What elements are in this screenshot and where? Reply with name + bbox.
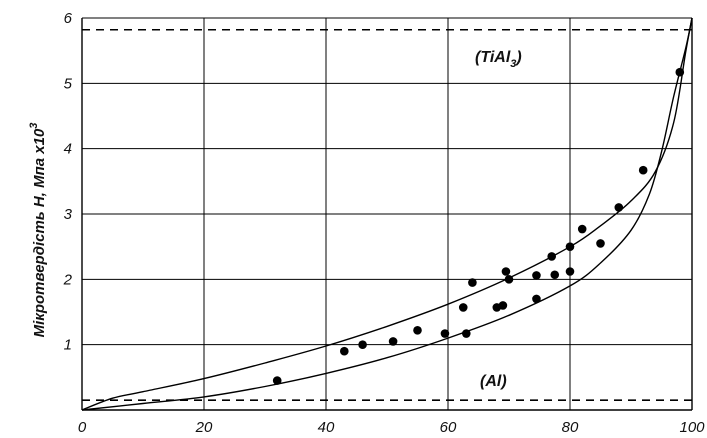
data-point <box>468 278 477 287</box>
y-tick-label: 6 <box>64 10 73 27</box>
data-point <box>638 165 648 175</box>
data-point <box>565 267 575 276</box>
y-tick-label: 1 <box>64 337 72 354</box>
lower-bound-curve <box>81 17 693 411</box>
annotation-al: (Al) <box>480 373 507 390</box>
data-point <box>388 337 398 346</box>
x-tick-label: 40 <box>318 419 335 436</box>
x-tick-label: 100 <box>679 419 705 436</box>
data-point <box>565 242 575 251</box>
y-axis-label-superscript: 3 <box>28 123 40 129</box>
x-tick-label: 0 <box>78 419 87 436</box>
data-point <box>440 329 450 338</box>
x-tick-label: 80 <box>562 419 579 436</box>
data-point <box>532 294 541 304</box>
y-tick-label: 5 <box>64 75 73 92</box>
upper-bound-curve <box>81 17 693 411</box>
data-point <box>547 252 556 261</box>
annotations: (TiAl3) (Al) <box>475 49 522 390</box>
data-point <box>577 224 587 234</box>
y-tick-label: 4 <box>64 141 72 158</box>
data-point <box>413 325 422 335</box>
data-point <box>532 271 541 280</box>
data-point <box>504 275 514 284</box>
data-point <box>501 267 511 276</box>
data-point <box>596 239 605 248</box>
bound-curves <box>81 17 693 411</box>
tick-labels: 0 20 40 60 80 100 1 2 3 4 5 6 <box>63 10 706 436</box>
data-point <box>675 67 685 77</box>
data-point <box>458 303 468 312</box>
data-points <box>272 67 685 385</box>
axes <box>81 18 693 411</box>
y-axis-label-text: Мікротвердість Н, Мпа х10 <box>31 128 48 337</box>
data-point <box>550 270 560 280</box>
reference-lines <box>82 28 692 402</box>
data-point <box>340 346 349 356</box>
y-tick-label: 3 <box>64 206 73 223</box>
data-point <box>272 376 282 385</box>
x-tick-label: 20 <box>195 419 213 436</box>
annotation-tial3: (TiAl3) <box>475 49 522 70</box>
grid <box>82 17 692 410</box>
data-point <box>462 329 471 338</box>
y-tick-label: 2 <box>63 271 73 288</box>
y-axis-label: Мікротвердість Н, Мпа х103 <box>28 123 48 338</box>
x-tick-label: 60 <box>440 419 457 436</box>
data-point <box>614 203 624 212</box>
data-point <box>498 301 508 310</box>
data-point <box>358 340 367 349</box>
